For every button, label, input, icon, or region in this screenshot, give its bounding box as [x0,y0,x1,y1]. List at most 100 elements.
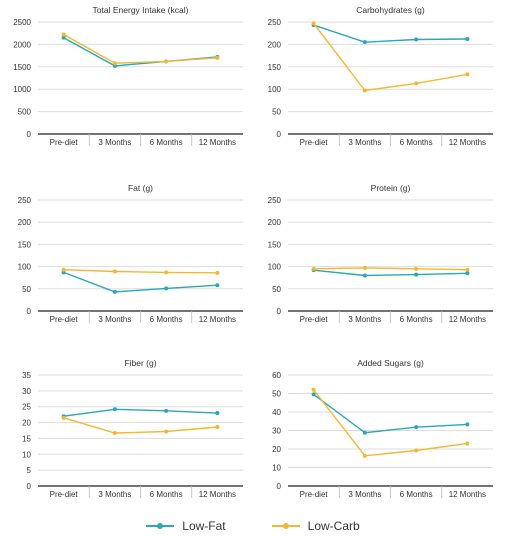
y-tick-label: 30 [22,387,31,396]
data-point-low-carb [112,61,117,66]
y-tick-label: 200 [268,40,282,49]
x-tick-label: Pre-diet [300,490,329,499]
x-tick-label: 6 Months [150,490,183,499]
data-point-low-fat [61,35,66,40]
x-tick-label: 6 Months [150,315,183,324]
series-line-low-carb [313,389,468,457]
x-tick-label: 6 Months [400,490,433,499]
y-tick-label: 50 [272,285,281,294]
x-tick-label: 12 Months [199,138,236,147]
y-tick-label: 500 [18,108,32,117]
data-point-low-carb [215,270,220,275]
x-tick-label: 3 Months [348,138,381,147]
data-point-low-carb [362,265,367,270]
series-line-low-carb [63,33,218,64]
series-line-low-fat [63,271,218,293]
data-point-low-carb [164,429,169,434]
y-tick-label: 1500 [13,63,31,72]
data-point-low-fat [465,271,470,276]
x-tick-label: 6 Months [150,138,183,147]
data-point-low-fat [362,430,367,435]
data-point-low-fat [465,37,470,42]
y-tick-label: 10 [22,450,31,459]
x-tick-label: 3 Months [348,490,381,499]
chart-title: Carbohydrates (g) [356,5,425,15]
chart-panel-fiber-g: Fiber (g) 0 5 10 15 20 25 30 35 Pre-diet 3 Months 6… [22,358,243,499]
data-point-low-carb [215,55,220,60]
data-point-low-fat [414,425,419,430]
data-point-low-carb [311,21,316,26]
y-tick-label: 50 [272,108,281,117]
series-line-low-fat [63,408,218,417]
y-tick-label: 25 [22,403,31,412]
y-tick-label: 250 [268,18,282,27]
data-point-low-carb [112,269,117,274]
y-tick-label: 0 [27,307,32,316]
data-point-low-fat [215,411,220,416]
y-tick-label: 0 [277,307,282,316]
data-point-low-carb [215,425,220,430]
y-tick-label: 20 [22,419,31,428]
y-tick-label: 250 [268,196,282,205]
data-point-low-carb [61,32,66,37]
data-point-low-carb [311,387,316,392]
y-tick-label: 2000 [13,40,31,49]
x-tick-label: 3 Months [98,315,131,324]
y-tick-label: 50 [272,390,281,399]
chart-title: Fat (g) [128,183,153,193]
y-tick-label: 20 [272,445,281,454]
data-point-low-fat [164,408,169,413]
data-point-low-fat [112,289,117,294]
chart-panel-total-energy-intake-kcal: Total Energy Intake (kcal) 0 500 1000 1500 20… [13,5,243,147]
data-point-low-carb [164,59,169,64]
y-tick-label: 15 [22,434,31,443]
data-point-low-carb [414,266,419,271]
y-tick-label: 100 [268,85,282,94]
y-tick-label: 100 [18,263,32,272]
y-tick-label: 200 [18,218,32,227]
data-point-low-fat [215,283,220,288]
x-tick-label: 12 Months [449,315,486,324]
chart-title: Added Sugars (g) [357,358,424,368]
legend-item-low-carb: Low-Carb [271,519,360,533]
y-tick-label: 150 [268,240,282,249]
x-tick-label: 6 Months [400,138,433,147]
x-tick-label: 12 Months [199,490,236,499]
x-tick-label: Pre-diet [300,138,329,147]
chart-legend: Low-Fat Low-Carb [0,516,506,536]
y-tick-label: 50 [22,285,31,294]
y-tick-label: 0 [27,130,32,139]
chart-panel-added-sugars-g: Added Sugars (g) 0 10 20 30 40 50 60 Pre-diet 3 M… [272,358,493,499]
y-tick-label: 150 [268,63,282,72]
data-point-low-carb [465,267,470,272]
chart-panel-fat-g: Fat (g) 0 50 100 150 200 250 Pre-diet 3 Months 6 … [18,183,243,324]
data-point-low-carb [61,415,66,420]
data-point-low-carb [414,81,419,86]
data-point-low-carb [362,453,367,458]
y-tick-label: 0 [27,482,32,491]
y-tick-label: 100 [268,263,282,272]
data-point-low-carb [362,88,367,93]
data-point-low-fat [112,407,117,412]
data-point-low-fat [414,37,419,42]
x-tick-label: Pre-diet [50,138,79,147]
chart-title: Protein (g) [371,183,411,193]
data-point-low-carb [311,266,316,271]
y-tick-label: 250 [18,196,32,205]
data-point-low-carb [164,270,169,275]
series-line-low-carb [313,22,468,92]
y-tick-label: 40 [272,408,281,417]
data-point-low-fat [164,286,169,291]
series-line-low-carb [63,417,218,434]
legend-label: Low-Fat [182,519,226,533]
data-point-low-carb [465,72,470,77]
legend-item-low-fat: Low-Fat [146,519,226,533]
series-line-low-carb [63,269,218,274]
x-tick-label: Pre-diet [50,490,79,499]
chart-panel-protein-g: Protein (g) 0 50 100 150 200 250 Pre-diet 3 Mont… [268,183,493,324]
data-point-low-carb [414,448,419,453]
y-tick-label: 5 [27,466,32,475]
low-fat-legend-line-icon [146,523,175,529]
x-tick-label: Pre-diet [300,315,329,324]
